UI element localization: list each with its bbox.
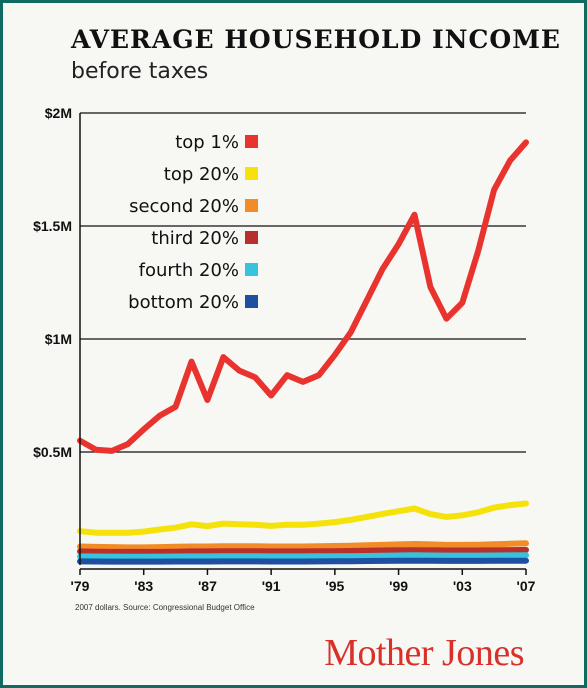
x-tick-label: '07 xyxy=(517,578,536,594)
legend-label: fourth 20% xyxy=(139,260,239,281)
x-tick-label: '99 xyxy=(389,578,408,594)
brand-logo: Mother Jones xyxy=(324,632,524,674)
series-line-third-20- xyxy=(77,546,529,555)
legend-label: bottom 20% xyxy=(128,292,239,313)
legend-label: top 20% xyxy=(164,164,239,185)
y-tick-label: $2M xyxy=(45,105,72,121)
x-tick-label: '91 xyxy=(262,578,281,594)
legend-swatch xyxy=(245,295,258,308)
chart-title: AVERAGE HOUSEHOLD INCOME xyxy=(71,25,561,54)
x-tick-label: '03 xyxy=(453,578,472,594)
series-layer xyxy=(77,139,529,565)
x-tick-label: '87 xyxy=(198,578,217,594)
legend-swatch xyxy=(245,199,258,212)
series-line-second-20- xyxy=(77,540,529,551)
x-tick-label: '95 xyxy=(325,578,344,594)
y-tick-label: $0.5M xyxy=(33,444,72,460)
legend-swatch xyxy=(245,263,258,276)
legend-label: second 20% xyxy=(129,196,239,217)
legend-swatch xyxy=(245,135,258,148)
axis-layer: $0.5M $1M $1.5M $2M '79 '83 '87 '91 '95 '99 '03 '07 xyxy=(33,105,536,594)
legend-layer: top 1% top 20% second 20% third 20% fourth 2… xyxy=(128,132,258,313)
x-tick-label: '83 xyxy=(134,578,153,594)
y-tick-label: $1.5M xyxy=(33,218,72,234)
legend-label: top 1% xyxy=(175,132,239,153)
legend-swatch xyxy=(245,167,258,180)
series-line-bottom-20- xyxy=(77,557,529,565)
series-line-top-20- xyxy=(77,500,529,536)
series-line-top-1- xyxy=(77,139,529,454)
legend-swatch xyxy=(245,231,258,244)
chart-subtitle: before taxes xyxy=(71,59,209,84)
legend-label: third 20% xyxy=(151,228,239,249)
x-tick-label: '79 xyxy=(71,578,90,594)
y-tick-label: $1M xyxy=(45,331,72,347)
source-note: 2007 dollars. Source: Congressional Budg… xyxy=(75,603,255,612)
grid-layer xyxy=(80,112,526,453)
series-line-fourth-20- xyxy=(77,552,529,560)
